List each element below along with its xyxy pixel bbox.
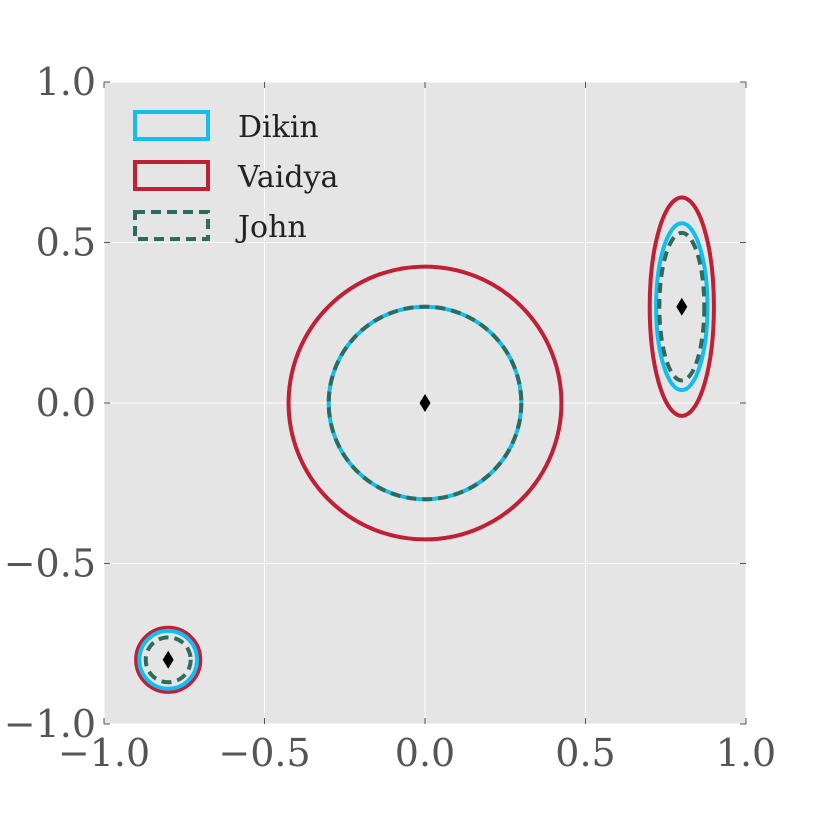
legend-swatch-dikin bbox=[133, 110, 210, 141]
legend-label-dikin: Dikin bbox=[238, 110, 319, 145]
axis-ticks: −1.0 −0.5 0.0 0.5 1.0 −1.0 −0.5 0.0 0.5 1.0 bbox=[4, 60, 777, 775]
john-ellipse bbox=[326, 304, 524, 502]
legend-swatch-vaidya bbox=[133, 160, 210, 191]
y-tick-label: −1.0 bbox=[4, 702, 96, 746]
center-marker-diamond bbox=[162, 650, 174, 669]
y-tick-label: 1.0 bbox=[36, 60, 96, 104]
vaidya-ellipse bbox=[647, 195, 716, 418]
vaidya-ellipse bbox=[134, 625, 203, 694]
dikin-ellipse bbox=[137, 628, 200, 691]
x-tick-label: −0.5 bbox=[218, 731, 310, 775]
vaidya-ellipse bbox=[286, 264, 564, 542]
x-tick-label: 0.0 bbox=[395, 731, 455, 775]
legend: Dikin Vaidya John bbox=[133, 110, 339, 245]
legend-label-john: John bbox=[235, 210, 307, 245]
center-marker-diamond bbox=[419, 394, 431, 412]
y-tick-label: 0.5 bbox=[36, 221, 96, 265]
y-tick-label: −0.5 bbox=[4, 542, 96, 586]
y-tick-label: 0.0 bbox=[36, 381, 96, 425]
ellipse-series bbox=[134, 195, 716, 694]
center-marker-diamond bbox=[676, 297, 688, 316]
dikin-ellipse bbox=[654, 221, 710, 393]
john-ellipse bbox=[657, 230, 707, 383]
x-tick-label: 1.0 bbox=[716, 731, 776, 775]
legend-label-vaidya: Vaidya bbox=[237, 160, 339, 195]
x-tick-label: 0.5 bbox=[555, 731, 615, 775]
legend-swatch-john bbox=[133, 210, 210, 241]
center-markers bbox=[162, 297, 688, 669]
john-ellipse bbox=[143, 635, 193, 685]
x-tick-label: −1.0 bbox=[58, 731, 150, 775]
